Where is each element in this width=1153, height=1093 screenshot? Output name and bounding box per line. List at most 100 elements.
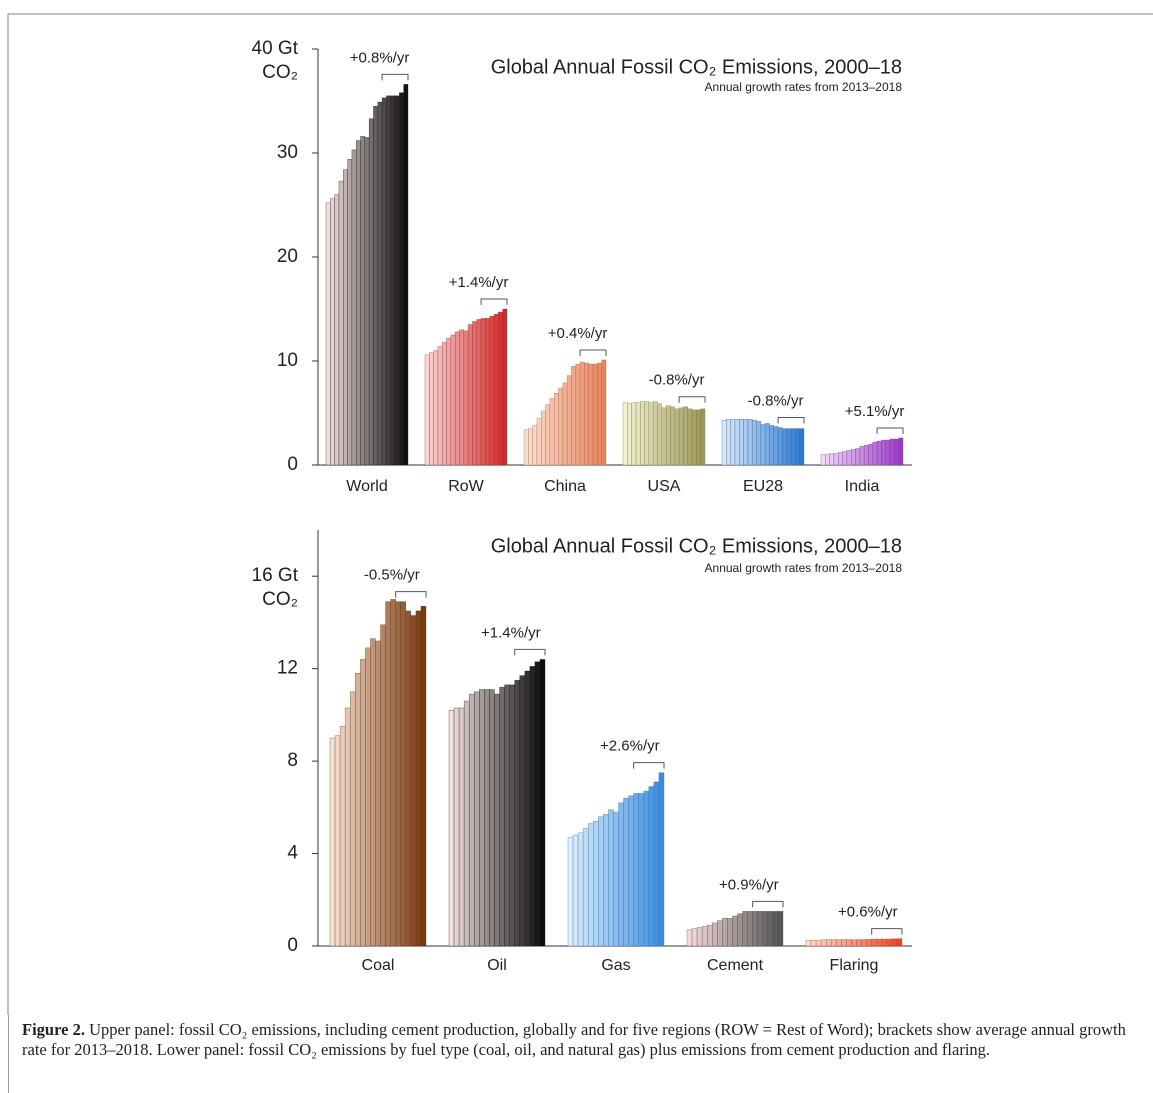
caption-label: Figure 2. <box>22 1020 85 1039</box>
bar <box>485 318 490 466</box>
category-label: Cement <box>707 957 764 974</box>
bar <box>859 446 865 466</box>
growth-label: +0.6%/yr <box>838 904 898 921</box>
bar <box>825 939 832 947</box>
bar <box>360 136 366 466</box>
bar <box>571 365 577 466</box>
bar <box>810 939 817 947</box>
growth-label: +0.4%/yr <box>548 325 608 342</box>
caption-text: Upper panel: fossil CO₂ emissions, inclu… <box>22 1020 1126 1059</box>
bar <box>881 938 888 947</box>
bar <box>856 939 862 947</box>
growth-label: +0.9%/yr <box>719 876 779 893</box>
bar <box>790 428 796 466</box>
y-unit: CO₂ <box>262 589 298 610</box>
bar <box>498 311 503 466</box>
bar <box>509 684 515 947</box>
bar <box>446 337 452 466</box>
bar <box>433 350 439 466</box>
bar <box>683 406 688 466</box>
bar <box>514 679 520 947</box>
growth-label: +0.8%/yr <box>350 49 410 66</box>
bar <box>691 409 697 466</box>
bar <box>380 624 386 947</box>
bar <box>732 915 738 947</box>
bar <box>820 939 827 947</box>
bar <box>377 101 383 466</box>
bar <box>454 331 460 466</box>
bar <box>562 382 568 466</box>
bar <box>700 408 706 466</box>
y-tick-label: 20 <box>277 246 298 267</box>
bar <box>648 402 654 466</box>
bar <box>405 610 412 947</box>
bar <box>613 811 619 947</box>
growth-bracket <box>876 427 904 434</box>
bar <box>365 647 371 947</box>
growth-label: +5.1%/yr <box>845 403 905 420</box>
bar <box>390 95 396 466</box>
bar <box>838 452 843 466</box>
growth-bracket <box>579 349 607 356</box>
bar <box>608 809 614 947</box>
bar <box>805 939 812 947</box>
growth-bracket <box>633 762 665 769</box>
bar <box>499 686 505 947</box>
bar <box>385 601 391 947</box>
bar <box>635 402 641 466</box>
bar <box>772 911 779 947</box>
bar <box>722 918 728 947</box>
bar <box>712 922 718 947</box>
bar <box>643 790 650 947</box>
bar <box>601 359 607 466</box>
growth-bracket <box>381 73 409 81</box>
bar <box>769 425 775 466</box>
bar <box>841 939 847 947</box>
y-tick-label: 0 <box>287 454 298 475</box>
category-label: China <box>544 478 586 495</box>
bar <box>868 443 874 466</box>
bar <box>627 403 632 466</box>
bar <box>653 781 660 947</box>
bar <box>528 428 533 466</box>
bar <box>855 448 861 466</box>
growth-bracket <box>871 928 903 935</box>
bar <box>524 670 531 947</box>
figure: 0 10 20 30 40 Gt CO₂ Global Annual Fossil CO₂ … <box>7 13 1153 1015</box>
bar <box>894 438 899 466</box>
bar <box>648 786 655 947</box>
bar <box>494 693 500 947</box>
bar <box>493 313 499 466</box>
bar <box>633 793 639 947</box>
bar <box>658 772 665 947</box>
bar <box>842 451 848 466</box>
bar <box>674 408 680 466</box>
bar <box>762 911 769 947</box>
bar <box>696 927 703 947</box>
growth-label: -0.5%/yr <box>364 567 420 584</box>
bar <box>329 737 336 947</box>
bar <box>584 362 589 466</box>
bar <box>373 105 379 466</box>
bar <box>453 707 460 947</box>
bar <box>347 158 353 466</box>
bar <box>701 926 708 947</box>
bar <box>742 911 748 947</box>
bar <box>628 795 634 947</box>
bar <box>644 401 650 466</box>
bar <box>375 640 381 947</box>
bar <box>410 615 417 947</box>
bar <box>737 913 743 947</box>
bar <box>504 684 510 947</box>
bar <box>476 319 482 466</box>
bar <box>686 929 693 947</box>
bar <box>773 426 779 466</box>
bar <box>399 92 404 466</box>
bar <box>696 409 701 466</box>
bar <box>579 361 585 466</box>
bar <box>459 329 465 466</box>
bar <box>539 659 546 947</box>
bar <box>618 802 624 947</box>
bar <box>657 403 663 466</box>
bar <box>760 424 766 466</box>
